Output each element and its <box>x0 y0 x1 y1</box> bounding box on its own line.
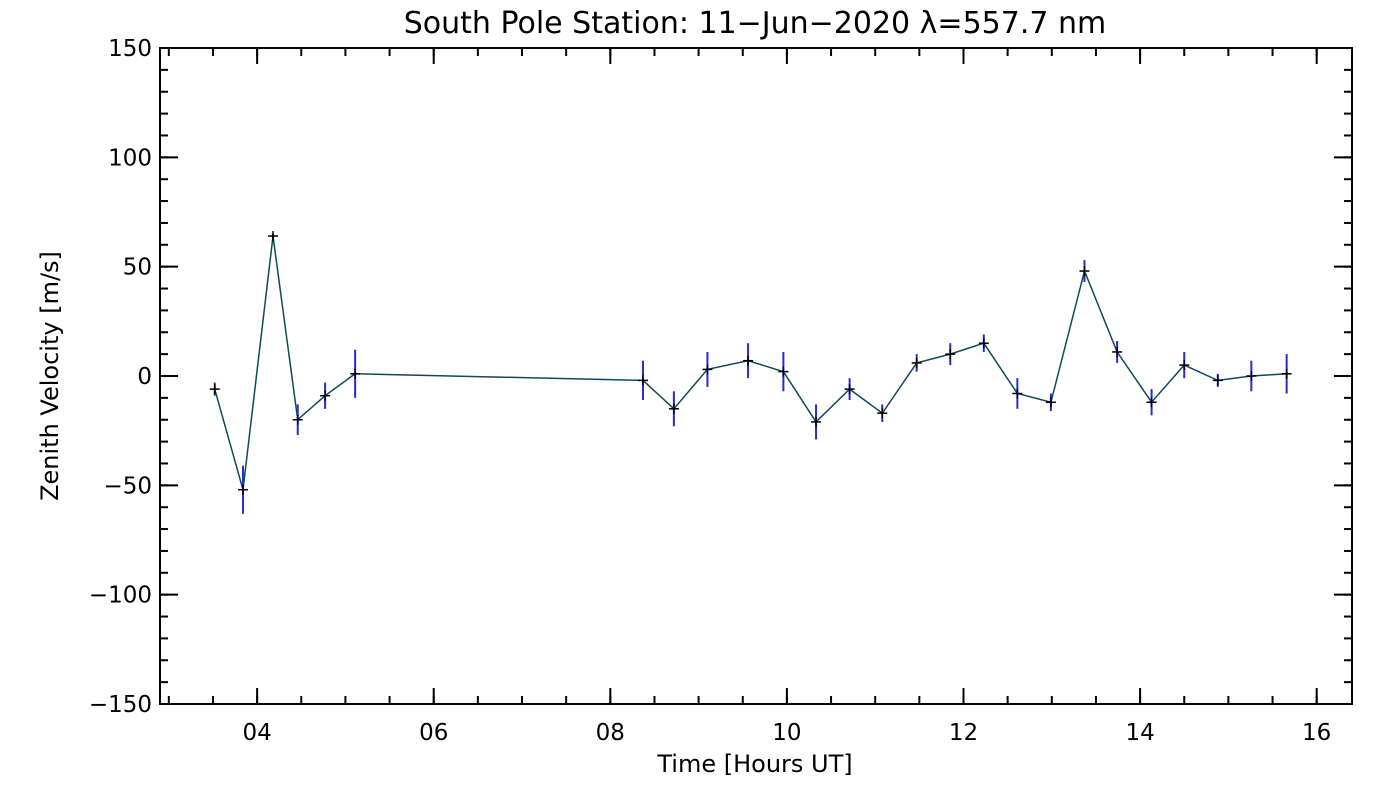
x-tick-label: 10 <box>772 720 801 746</box>
data-markers <box>209 231 1292 495</box>
y-tick-label: 100 <box>108 145 152 171</box>
x-tick-label: 08 <box>596 720 625 746</box>
y-tick-label: 0 <box>137 364 152 390</box>
chart-title: South Pole Station: 11−Jun−2020 λ=557.7 … <box>404 6 1106 41</box>
y-tick-label: 50 <box>123 255 152 281</box>
x-tick-label: 04 <box>242 720 271 746</box>
y-tick-label: −100 <box>89 583 152 609</box>
x-tick-label: 06 <box>419 720 448 746</box>
y-tick-label: 150 <box>108 36 152 62</box>
series-line <box>213 236 1287 490</box>
plot-frame <box>159 47 1353 705</box>
y-tick-label: −50 <box>103 473 152 499</box>
y-axis-label: Zenith Velocity [m/s] <box>36 251 64 501</box>
velocity-line <box>213 236 1287 490</box>
x-tick-label: 14 <box>1125 720 1154 746</box>
axis-tick-labels: 04 06 08 10 12 14 16 −150 −100 −50 0 50 100 150 <box>89 36 1331 746</box>
x-tick-label: 16 <box>1302 720 1331 746</box>
y-tick-label: −150 <box>89 692 152 718</box>
x-tick-label: 12 <box>949 720 978 746</box>
x-axis-label: Time [Hours UT] <box>656 750 852 778</box>
